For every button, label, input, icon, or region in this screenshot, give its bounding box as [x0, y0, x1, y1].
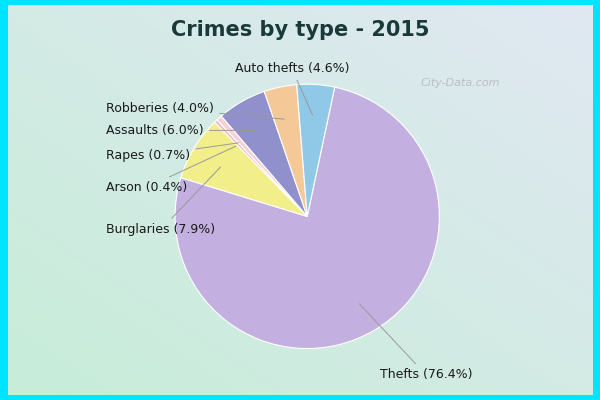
Text: Thefts (76.4%): Thefts (76.4%)	[359, 304, 472, 382]
Text: Robberies (4.0%): Robberies (4.0%)	[106, 102, 284, 119]
Wedge shape	[217, 116, 307, 216]
Text: City-Data.com: City-Data.com	[421, 78, 500, 88]
Wedge shape	[297, 84, 335, 216]
Wedge shape	[221, 92, 307, 216]
Text: Crimes by type - 2015: Crimes by type - 2015	[171, 20, 429, 40]
Text: Rapes (0.7%): Rapes (0.7%)	[106, 143, 238, 162]
Wedge shape	[215, 120, 307, 216]
Text: Auto thefts (4.6%): Auto thefts (4.6%)	[235, 62, 349, 115]
Wedge shape	[181, 122, 307, 216]
Text: Assaults (6.0%): Assaults (6.0%)	[106, 124, 255, 137]
Wedge shape	[175, 87, 439, 348]
Wedge shape	[264, 85, 307, 216]
Text: Burglaries (7.9%): Burglaries (7.9%)	[106, 167, 221, 236]
Text: Arson (0.4%): Arson (0.4%)	[106, 146, 236, 194]
